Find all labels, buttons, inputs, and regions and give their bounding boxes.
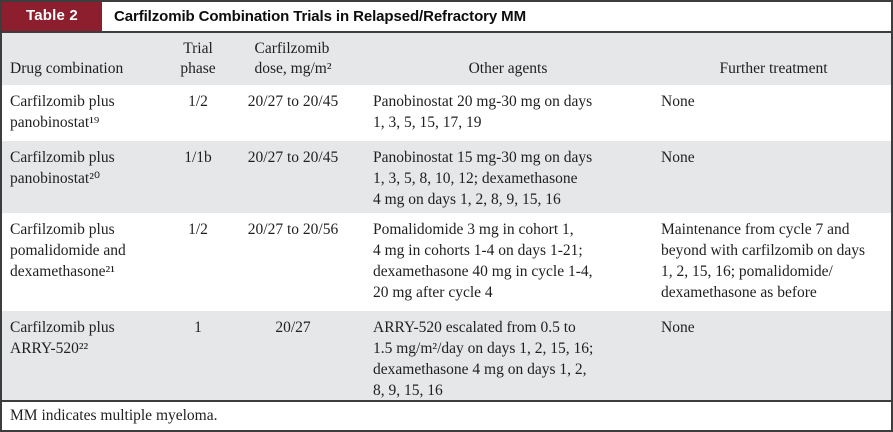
cell-other-agents: Panobinostat 15 mg-30 mg on days 1, 3, 5… xyxy=(373,149,593,208)
cell-trial-phase: 1/1b xyxy=(184,149,212,166)
table-row: Carfilzomib plus pomalidomide and dexame… xyxy=(2,213,891,311)
cell-trial-phase: 1/2 xyxy=(188,93,208,110)
cell-further-treatment: None xyxy=(661,149,695,166)
table-row: Carfilzomib plus panobinostat¹⁹ 1/2 20/2… xyxy=(2,85,891,141)
table-number-badge: Table 2 xyxy=(2,2,102,31)
col-header-carfilzomib-dose-label: Carfilzomib dose, mg/m² xyxy=(254,40,332,77)
col-header-drug-combination: Drug combination xyxy=(10,60,124,77)
cell-drug-combination: Carfilzomib plus panobinostat¹⁹ xyxy=(10,93,115,131)
cell-carfilzomib-dose: 20/27 to 20/56 xyxy=(247,221,339,238)
cell-trial-phase: 1/2 xyxy=(188,221,208,238)
table-row: Carfilzomib plus ARRY-520²² 1 20/27 ARRY… xyxy=(2,311,891,400)
cell-drug-combination: Carfilzomib plus panobinostat²⁰ xyxy=(10,149,115,187)
col-header-trial-phase-label: Trial phase xyxy=(180,40,216,77)
cell-carfilzomib-dose: 20/27 to 20/45 xyxy=(247,149,339,166)
col-header-other-agents: Other agents xyxy=(468,60,548,77)
cell-other-agents: Pomalidomide 3 mg in cohort 1, 4 mg in c… xyxy=(373,221,593,301)
table-titlebar: Table 2 Carfilzomib Combination Trials i… xyxy=(2,2,891,33)
cell-further-treatment: None xyxy=(661,93,695,110)
cell-other-agents: ARRY-520 escalated from 0.5 to 1.5 mg/m²… xyxy=(373,319,594,399)
cell-other-agents: Panobinostat 20 mg-30 mg on days 1, 3, 5… xyxy=(373,93,593,131)
cell-carfilzomib-dose: 20/27 to 20/45 xyxy=(247,93,339,110)
table-title: Carfilzomib Combination Trials in Relaps… xyxy=(114,8,526,25)
col-header-trial-phase: Trial phase xyxy=(170,39,226,85)
table-footnote: MM indicates multiple myeloma. xyxy=(2,400,891,430)
cell-further-treatment: Maintenance from cycle 7 and beyond with… xyxy=(661,221,866,301)
col-header-further-treatment: Further treatment xyxy=(719,60,828,77)
cell-further-treatment: None xyxy=(661,319,695,336)
col-header-carfilzomib-dose: Carfilzomib dose, mg/m² xyxy=(226,39,360,85)
cell-drug-combination: Carfilzomib plus pomalidomide and dexame… xyxy=(10,221,126,280)
cell-drug-combination: Carfilzomib plus ARRY-520²² xyxy=(10,319,115,357)
table-row: Carfilzomib plus panobinostat²⁰ 1/1b 20/… xyxy=(2,141,891,213)
column-header-row: Drug combination Trial phase Carfilzomib… xyxy=(2,33,891,85)
cell-carfilzomib-dose: 20/27 xyxy=(275,319,311,336)
cell-trial-phase: 1 xyxy=(194,319,202,336)
